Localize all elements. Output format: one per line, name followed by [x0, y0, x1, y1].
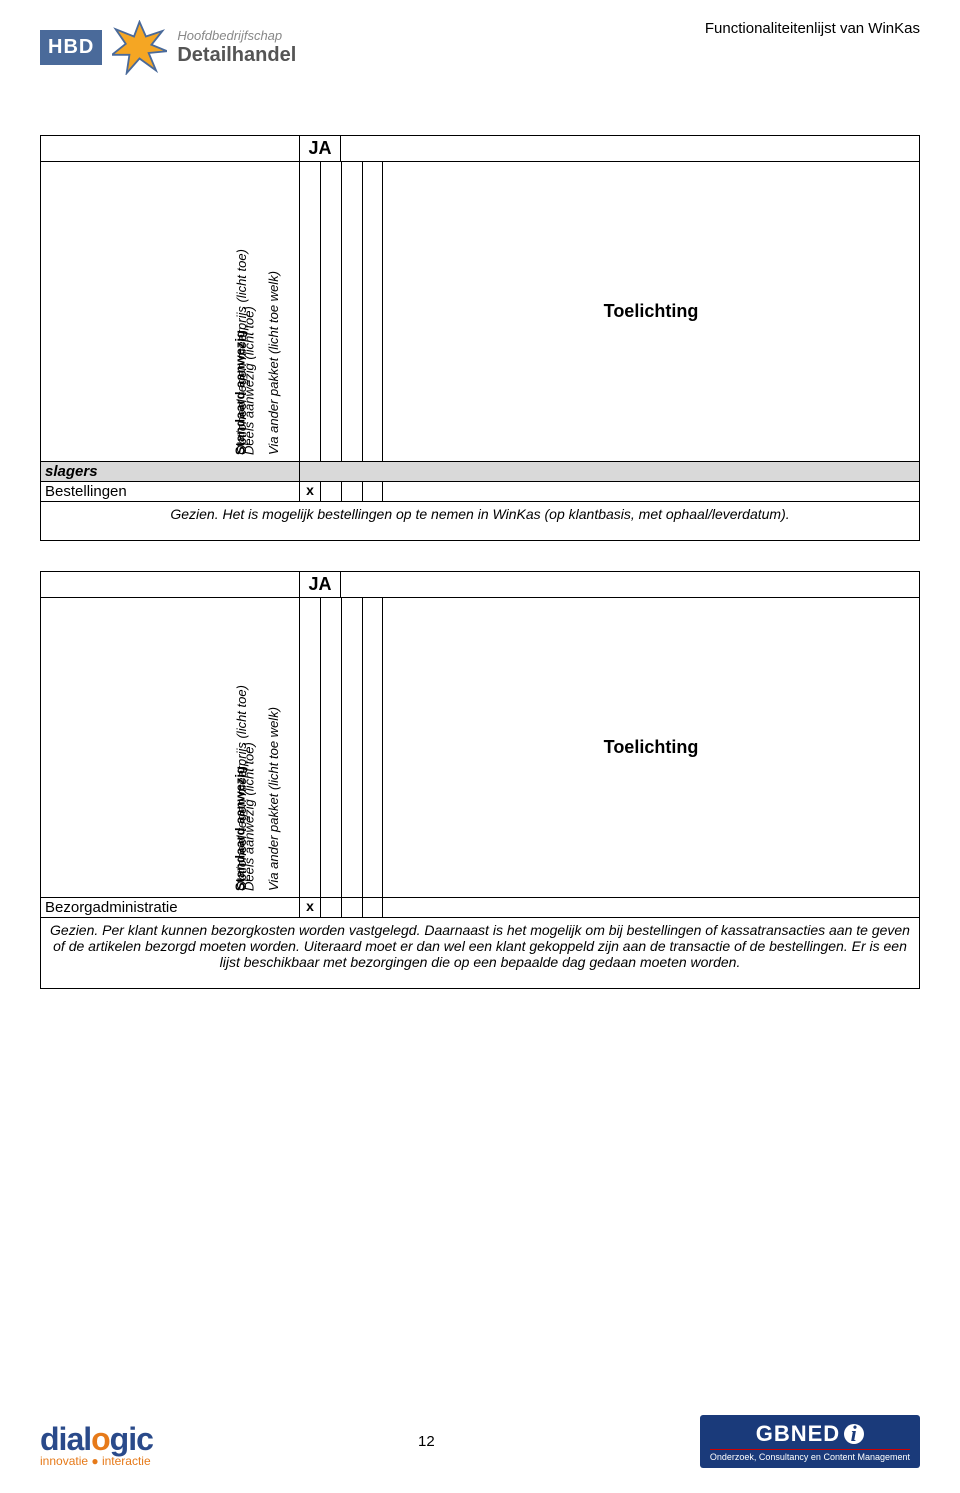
dialogic-post: gic — [110, 1421, 153, 1457]
gbned-text: GBNED — [756, 1421, 840, 1446]
mark-optioneel — [341, 482, 362, 501]
mark-optioneel — [341, 898, 362, 917]
dialogic-mid: o — [91, 1421, 110, 1457]
dialogic-logo: dialogic innovatie ● interactie — [40, 1421, 153, 1468]
column-headers: Standaard aanwezig Deels aanwezig (licht… — [41, 162, 919, 462]
note-text: Gezien. Per klant kunnen bezorgkosten wo… — [41, 918, 919, 988]
doc-header: HBD Hoofdbedrijfschap Detailhandel Funct… — [40, 20, 920, 75]
hbd-abbrev: HBD — [40, 30, 102, 65]
burst-icon — [112, 20, 167, 75]
dialogic-subtitle: innovatie ● interactie — [40, 1454, 153, 1468]
info-icon: i — [844, 1424, 864, 1444]
page-number: 12 — [153, 1433, 700, 1450]
dialogic-pre: dial — [40, 1421, 91, 1457]
category-label: slagers — [41, 462, 299, 481]
col-viaander: Via ander pakket (licht toe welk) — [265, 271, 280, 455]
ja-row: JA — [41, 572, 919, 598]
mark-deels — [320, 482, 341, 501]
item-label: Bezorgadministratie — [41, 898, 299, 917]
mark-viaander — [362, 482, 383, 501]
section-2: JA Standaard aanwezig Deels aanwezig (li… — [40, 571, 920, 989]
item-row: Bezorgadministratie x — [41, 898, 919, 918]
col-optioneel: Optioneel tegen meerprijs (licht toe) — [234, 249, 249, 455]
ja-label: JA — [299, 572, 341, 597]
gbned-subtitle: Onderzoek, Consultancy en Content Manage… — [710, 1449, 910, 1462]
hbd-text: Hoofdbedrijfschap Detailhandel — [177, 29, 296, 65]
page: HBD Hoofdbedrijfschap Detailhandel Funct… — [0, 0, 960, 1493]
hbd-logo: HBD Hoofdbedrijfschap Detailhandel — [40, 20, 296, 75]
section-1: JA Standaard aanwezig Deels aanwezig (li… — [40, 135, 920, 541]
item-label: Bestellingen — [41, 482, 299, 501]
footer: dialogic innovatie ● interactie 12 GBNED… — [40, 1415, 920, 1468]
item-row: Bestellingen x — [41, 482, 919, 502]
mark-standaard: x — [299, 482, 320, 501]
note-text: Gezien. Het is mogelijk bestellingen op … — [41, 502, 919, 540]
mark-deels — [320, 898, 341, 917]
col-toelichting: Toelichting — [383, 162, 919, 461]
hbd-line2: Detailhandel — [177, 44, 296, 66]
col-viaander: Via ander pakket (licht toe welk) — [265, 707, 280, 891]
ja-label: JA — [299, 136, 341, 161]
column-headers: Standaard aanwezig Deels aanwezig (licht… — [41, 598, 919, 898]
hbd-line1: Hoofdbedrijfschap — [177, 29, 296, 43]
mark-viaander — [362, 898, 383, 917]
ja-row: JA — [41, 136, 919, 162]
col-optioneel: Optioneel tegen meerprijs (licht toe) — [234, 685, 249, 891]
gbned-logo: GBNEDi Onderzoek, Consultancy en Content… — [700, 1415, 920, 1468]
mark-standaard: x — [299, 898, 320, 917]
doc-title: Functionaliteitenlijst van WinKas — [705, 20, 920, 37]
col-toelichting: Toelichting — [383, 598, 919, 897]
category-row: slagers — [41, 462, 919, 482]
